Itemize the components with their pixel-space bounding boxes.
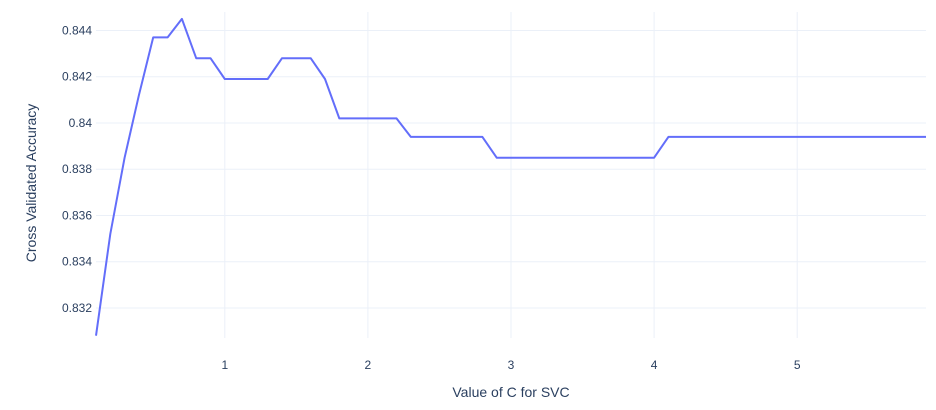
x-tick-label: 2	[365, 358, 372, 372]
series-line	[95, 17, 926, 336]
tick-layer: 0.832 0.834 0.836 0.838 0.84 0.842 0.844 1 2 3 4 5	[62, 23, 801, 372]
x-axis-title: Value of C for SVC	[452, 384, 569, 400]
y-tick-label: 0.844	[62, 23, 92, 37]
grid-layer	[96, 12, 926, 338]
x-tick-label: 5	[794, 358, 801, 372]
x-tick-label: 3	[508, 358, 515, 372]
y-axis-title: Cross Validated Accuracy	[23, 104, 39, 262]
y-tick-label: 0.832	[62, 301, 92, 315]
x-tick-label: 1	[221, 358, 228, 372]
y-tick-label: 0.836	[62, 208, 92, 222]
y-tick-label: 0.842	[62, 70, 92, 84]
y-tick-label: 0.84	[69, 116, 93, 130]
y-tick-label: 0.834	[62, 255, 92, 269]
series-layer	[95, 17, 926, 336]
x-tick-label: 4	[651, 358, 658, 372]
y-tick-label: 0.838	[62, 162, 92, 176]
